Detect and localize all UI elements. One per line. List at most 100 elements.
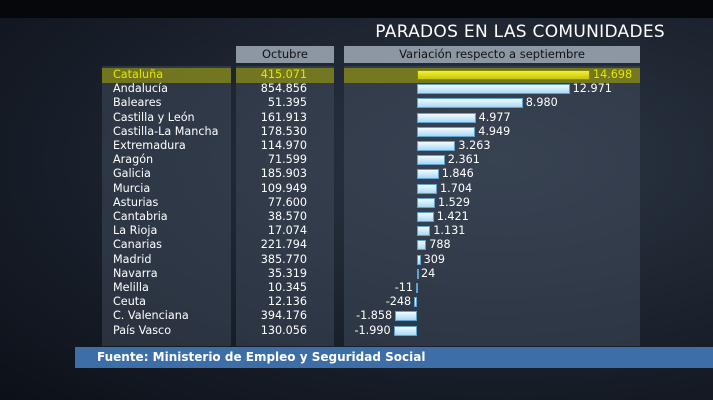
octubre-value: 394.176 — [260, 309, 307, 323]
variation-label: 788 — [429, 238, 451, 252]
octubre-value: 38.570 — [267, 210, 307, 223]
header-variacion: Variación respecto a septiembre — [344, 46, 640, 63]
octubre-value: 221.794 — [260, 238, 307, 252]
variation-label: -1.858 — [356, 309, 393, 323]
table-row: Aragón 71.599 2.361 — [0, 153, 713, 167]
octubre-panel — [236, 66, 334, 346]
variation-label: 8.980 — [525, 96, 558, 110]
variation-label: 1.421 — [436, 210, 469, 223]
table-row: Melilla 10.345 -11 — [0, 281, 713, 295]
variation-bar — [414, 297, 417, 308]
octubre-value: 854.856 — [260, 82, 307, 96]
octubre-value: 109.949 — [260, 181, 307, 195]
variation-bar — [417, 98, 523, 109]
variation-panel — [344, 66, 640, 346]
highlight-band — [102, 67, 231, 83]
table-row: Castilla-La Mancha 178.530 4.949 — [0, 125, 713, 139]
variation-label: 24 — [421, 266, 436, 280]
region-name: Castilla y León — [113, 110, 195, 124]
variation-bar — [417, 212, 434, 222]
table-row: Murcia 109.949 1.704 — [0, 182, 713, 196]
variation-label: 4.949 — [478, 124, 511, 138]
region-name: C. Valenciana — [113, 309, 189, 323]
table-row: Baleares 51.395 8.980 — [0, 96, 713, 110]
variation-bar — [417, 226, 431, 237]
variation-label: 1.846 — [441, 167, 474, 181]
variation-label: 12.971 — [572, 82, 612, 96]
octubre-value: 35.319 — [267, 266, 307, 280]
variation-bar — [416, 283, 418, 293]
variation-label: -248 — [385, 295, 412, 309]
variation-label: 1.529 — [437, 195, 471, 209]
table-row: Galicia 185.903 1.846 — [0, 167, 713, 181]
region-name: Asturias — [113, 195, 159, 209]
variation-label: 1.131 — [433, 224, 466, 238]
region-name: Ceuta — [113, 295, 147, 309]
table-row: Canarias 221.794 788 — [0, 238, 713, 252]
variation-label: 3.263 — [458, 139, 491, 152]
table-row: C. Valenciana 394.176 -1.858 — [0, 309, 713, 323]
chart-title: PARADOS EN LAS COMUNIDADES — [375, 22, 665, 42]
region-name: Andalucía — [113, 82, 169, 96]
variation-bar — [393, 325, 417, 336]
variation-bar — [395, 311, 417, 322]
region-name: Galicia — [113, 167, 151, 181]
octubre-value: 130.056 — [260, 323, 307, 337]
variation-bar — [417, 183, 438, 194]
variation-bar — [417, 84, 570, 95]
region-name: Navarra — [113, 266, 158, 280]
octubre-value: 51.395 — [267, 96, 307, 110]
region-name: Castilla-La Mancha — [113, 124, 219, 138]
variation-bar — [417, 169, 439, 180]
region-name: Baleares — [113, 96, 162, 110]
region-name: País Vasco — [113, 323, 172, 337]
variation-label: -1.990 — [354, 323, 391, 337]
octubre-value: 71.599 — [267, 153, 307, 167]
variation-label: 14.698 — [593, 68, 633, 81]
variation-label: 1.704 — [440, 181, 473, 195]
table-row: Ceuta 12.136 -248 — [0, 295, 713, 309]
header-octubre: Octubre — [236, 46, 334, 63]
variation-bar — [417, 70, 590, 80]
octubre-value: 17.074 — [267, 224, 307, 238]
region-name: Melilla — [113, 281, 149, 294]
octubre-value: 415.071 — [260, 68, 307, 81]
table-row: Asturias 77.600 1.529 — [0, 196, 713, 210]
table-row: Andalucía 854.856 12.971 — [0, 82, 713, 96]
octubre-value: 10.345 — [267, 281, 307, 294]
octubre-value: 161.913 — [260, 110, 307, 124]
octubre-value: 12.136 — [267, 295, 307, 309]
octubre-value: 77.600 — [267, 195, 307, 209]
variation-bar — [417, 197, 435, 208]
table-row: País Vasco 130.056 -1.990 — [0, 324, 713, 338]
table-row: Castilla y León 161.913 4.977 — [0, 111, 713, 125]
table-row: Madrid 385.770 309 — [0, 253, 713, 267]
table-row: Cantabria 38.570 1.421 — [0, 210, 713, 224]
variation-bar — [417, 268, 419, 279]
variation-label: 309 — [423, 252, 445, 266]
variation-bar — [417, 141, 456, 151]
octubre-value: 185.903 — [260, 167, 307, 181]
variation-label: 2.361 — [447, 153, 480, 167]
region-name: Aragón — [113, 153, 154, 167]
region-name: Murcia — [113, 181, 151, 195]
variation-bar — [417, 254, 421, 265]
region-name: Canarias — [113, 238, 163, 252]
table-row: Cataluña 415.071 14.698 — [0, 68, 713, 82]
region-name: Cantabria — [113, 210, 168, 223]
table-row: Extremadura 114.970 3.263 — [0, 139, 713, 153]
variation-label: -11 — [394, 281, 413, 294]
octubre-value: 385.770 — [260, 252, 307, 266]
table-row: La Rioja 17.074 1.131 — [0, 224, 713, 238]
variation-bar — [417, 155, 445, 166]
variation-bar — [417, 126, 476, 137]
source-footer: Fuente: Ministerio de Empleo y Seguridad… — [75, 347, 713, 368]
region-name: Cataluña — [113, 68, 164, 81]
highlight-band — [236, 67, 334, 83]
region-name: Extremadura — [113, 139, 186, 152]
top-bar — [0, 0, 713, 18]
octubre-value: 178.530 — [260, 124, 307, 138]
region-name: Madrid — [113, 252, 152, 266]
region-name: La Rioja — [113, 224, 158, 238]
table-row: Navarra 35.319 24 — [0, 267, 713, 281]
